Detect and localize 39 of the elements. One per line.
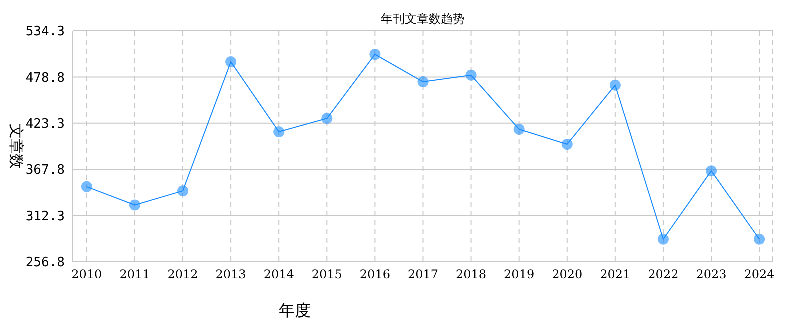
y-tick-label: 256.8 xyxy=(26,256,65,271)
x-tick-label: 2020 xyxy=(552,268,583,282)
point xyxy=(370,49,381,60)
x-tick-label: 2024 xyxy=(744,268,776,282)
point xyxy=(658,234,669,245)
x-tick-label: 2019 xyxy=(504,268,535,282)
point xyxy=(322,113,333,124)
point xyxy=(466,70,477,81)
point xyxy=(226,56,237,68)
point xyxy=(418,76,429,88)
y-tick-label: 423.3 xyxy=(26,117,65,132)
point xyxy=(754,234,766,245)
y-tick-label: 478.8 xyxy=(26,70,65,86)
x-tick-label: 2015 xyxy=(312,268,342,282)
y-tick-label: 534.3 xyxy=(26,24,65,40)
x-tick-label: 2016 xyxy=(360,268,390,282)
x-tick-label: 2012 xyxy=(168,268,198,282)
point xyxy=(610,80,621,91)
point xyxy=(514,124,525,135)
x-axis-title: 年度 xyxy=(279,301,311,320)
chart-title: 年刊文章数趋势 xyxy=(381,12,465,26)
point xyxy=(81,181,92,192)
point xyxy=(562,138,573,150)
x-tick-label: 2011 xyxy=(120,268,150,282)
x-tick-label: 2010 xyxy=(72,268,102,282)
x-tick-label: 2023 xyxy=(696,268,727,282)
point xyxy=(129,200,140,211)
x-tick-label: 2017 xyxy=(408,268,439,282)
x-tick-label: 2021 xyxy=(600,268,631,282)
y-tick-label: 312.3 xyxy=(26,209,65,224)
x-tick-label: 2018 xyxy=(456,268,487,282)
point xyxy=(178,186,189,197)
point xyxy=(274,126,285,138)
x-tick-label: 2014 xyxy=(264,268,295,282)
y-tick-label: 367.8 xyxy=(26,163,65,178)
x-tick-label: 2013 xyxy=(216,268,246,282)
y-axis-title: 文章数 xyxy=(8,124,26,169)
point xyxy=(706,166,718,177)
x-tick-label: 2022 xyxy=(648,268,679,282)
